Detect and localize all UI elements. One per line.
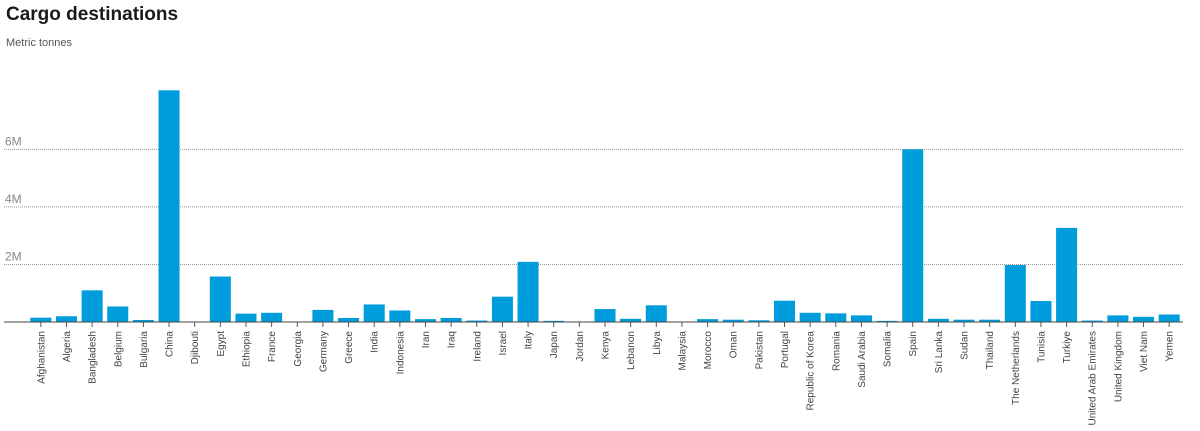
bar[interactable]	[594, 309, 616, 322]
bar[interactable]	[1056, 227, 1078, 322]
x-tick-label: Oman	[729, 331, 740, 358]
x-tick-label: Israel	[498, 331, 509, 355]
bar[interactable]	[953, 319, 975, 322]
bar[interactable]	[927, 318, 949, 322]
bar[interactable]	[30, 317, 52, 322]
x-tick-label: France	[267, 331, 278, 363]
bar[interactable]	[773, 300, 796, 322]
x-tick-label: Spain	[908, 331, 919, 357]
bar[interactable]	[748, 320, 770, 322]
x-tick-label: Iraq	[447, 331, 458, 348]
x-tick-label: Viet Nam	[1139, 331, 1150, 372]
x-tick-label: Pakistan	[754, 331, 765, 369]
bar[interactable]	[876, 320, 898, 322]
bar[interactable]	[1081, 320, 1103, 322]
bar[interactable]	[1158, 314, 1180, 322]
y-tick-label: 4M	[5, 192, 22, 206]
bar[interactable]	[440, 317, 462, 322]
bar[interactable]	[1107, 315, 1129, 322]
bar[interactable]	[620, 318, 642, 322]
x-tick-label: Japan	[549, 331, 560, 358]
x-tick-label: Ireland	[472, 331, 483, 362]
x-tick-label: Sudan	[960, 331, 971, 360]
x-tick-label: Algeria	[62, 331, 73, 363]
x-tick-label: Malaysia	[677, 331, 688, 371]
x-tick-label: Jordan	[575, 331, 586, 362]
bar[interactable]	[107, 306, 129, 322]
x-tick-label: Thailand	[985, 331, 996, 369]
x-tick-label: Indonesia	[395, 331, 406, 375]
bar[interactable]	[389, 310, 411, 322]
bars	[30, 90, 1180, 322]
x-tick-label: Sri Lanka	[934, 331, 945, 374]
x-tick-label: India	[370, 331, 381, 353]
bar[interactable]	[338, 317, 360, 322]
x-tick-label: Georgia	[293, 331, 304, 367]
x-tick-label: Italy	[524, 331, 535, 349]
x-tick-label: Djibouti	[190, 331, 201, 364]
x-tick-label: China	[165, 331, 176, 358]
bar[interactable]	[209, 276, 231, 322]
bar[interactable]	[979, 319, 1001, 322]
bar[interactable]	[697, 319, 719, 322]
x-tick-label: Bangladesh	[88, 331, 99, 384]
x-tick-label: United Arab Emirates	[1088, 331, 1099, 426]
x-tick-label: Ethiopia	[241, 331, 252, 368]
bar[interactable]	[312, 309, 334, 322]
bar[interactable]	[850, 315, 872, 322]
x-axis	[4, 321, 1183, 327]
x-tick-label: Saudi Arabia	[857, 331, 868, 388]
grid-lines: 2M 4M 6M	[4, 134, 1183, 265]
x-tick-label: Egypt	[216, 331, 227, 357]
bar[interactable]	[722, 319, 744, 322]
bar[interactable]	[466, 320, 488, 322]
chart-subtitle: Metric tonnes	[6, 37, 73, 49]
x-tick-label: Greece	[344, 331, 355, 364]
bar[interactable]	[543, 320, 565, 322]
x-tick-label: The Netherlands	[1011, 331, 1022, 405]
bar[interactable]	[645, 305, 667, 322]
x-tick-label: Bulgaria	[139, 331, 150, 368]
x-tick-label: Republic of Korea	[806, 331, 817, 411]
bar[interactable]	[825, 313, 847, 322]
x-tick-label: Libya	[652, 331, 663, 355]
bar[interactable]	[1030, 300, 1052, 322]
category-labels: Afghanistan Algeria Bangladesh Belgium Bulga…	[36, 331, 1175, 426]
x-tick-label: Lebanon	[626, 331, 637, 370]
x-tick-label: Romania	[831, 331, 842, 371]
chart-title: Cargo destinations	[6, 4, 179, 25]
bar[interactable]	[55, 316, 77, 322]
x-tick-label: Portugal	[780, 331, 791, 368]
bar[interactable]	[81, 290, 103, 322]
bar[interactable]	[491, 296, 513, 322]
bar[interactable]	[235, 313, 257, 322]
bar[interactable]	[1133, 316, 1155, 322]
bar[interactable]	[132, 319, 154, 322]
bar[interactable]	[158, 90, 180, 322]
x-tick-label: Tunisia	[1036, 331, 1047, 363]
x-tick-label: Morocco	[703, 331, 714, 370]
x-tick-label: Iran	[421, 331, 432, 348]
y-tick-label: 6M	[5, 134, 22, 148]
x-tick-label: Somalia	[883, 331, 894, 368]
x-tick-label: Turkiye	[1062, 331, 1073, 364]
bar[interactable]	[363, 304, 385, 322]
x-tick-label: Belgium	[113, 331, 124, 367]
y-tick-label: 2M	[5, 249, 22, 263]
bar[interactable]	[799, 312, 821, 322]
x-tick-label: Germany	[318, 331, 329, 372]
bar[interactable]	[414, 319, 437, 322]
x-tick-label: Afghanistan	[36, 331, 47, 384]
bar[interactable]	[517, 261, 539, 322]
x-tick-label: Kenya	[601, 331, 612, 360]
bar[interactable]	[261, 312, 283, 322]
bar[interactable]	[1004, 265, 1026, 322]
bar[interactable]	[902, 149, 924, 322]
x-tick-label: Yemen	[1165, 331, 1176, 362]
x-tick-label: United Kingdom	[1113, 331, 1124, 402]
